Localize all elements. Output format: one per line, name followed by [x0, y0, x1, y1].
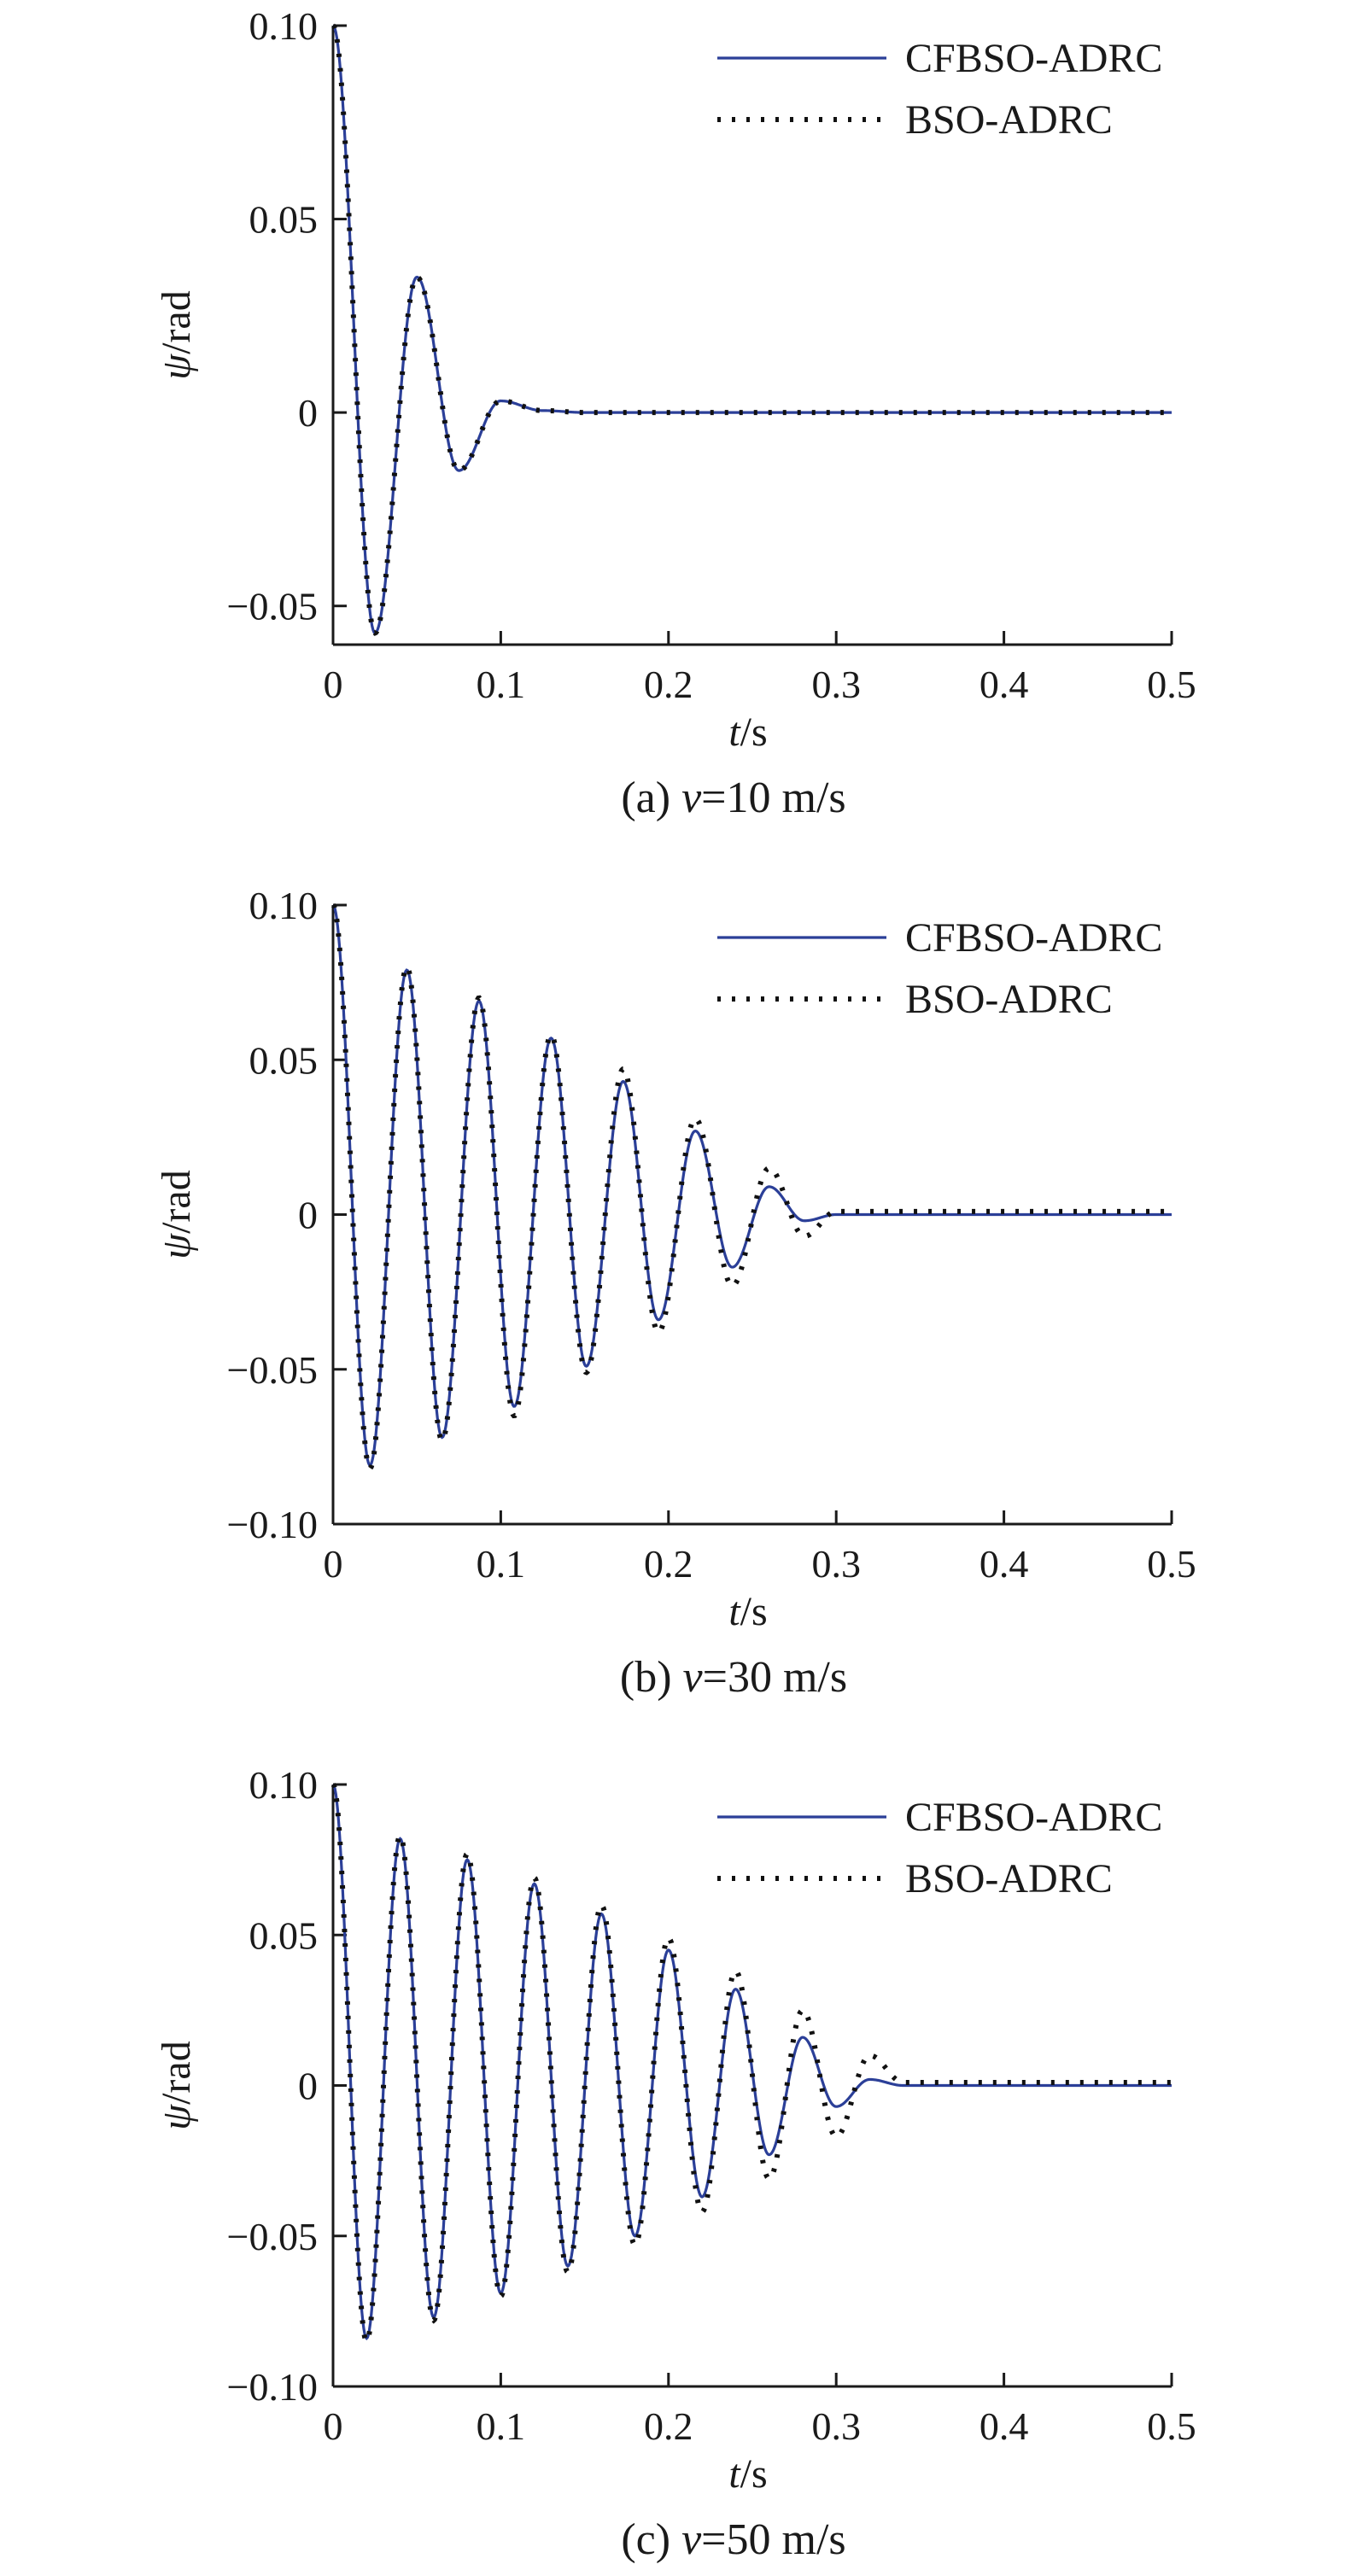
caption-var: v: [683, 1653, 704, 1702]
y-tick-label: 0.10: [249, 4, 319, 48]
x-tick-label: 0.4: [980, 2404, 1029, 2448]
x-axis-label-unit: /s: [740, 710, 768, 755]
y-axis-label-var: ψ: [154, 2104, 199, 2130]
x-axis-label: t/s: [728, 710, 767, 755]
x-axis-label-var: t: [728, 2451, 741, 2497]
x-tick-label: 0.1: [477, 1542, 526, 1586]
x-tick-label: 0: [324, 2404, 343, 2448]
x-tick-label: 0.1: [477, 2404, 526, 2448]
y-axis-label-var: ψ: [154, 1233, 199, 1259]
x-tick-label: 0.2: [644, 663, 693, 706]
y-axis-label: ψ/rad: [154, 290, 199, 379]
chart-panel-a: 0 0.1 0.2 0.3 0.4 0.5−0.0500.050.10t/sψ/rad(a…: [154, 4, 1196, 822]
y-axis-label-unit: /rad: [154, 1170, 199, 1234]
caption-suffix: =50 m/s: [701, 2515, 845, 2564]
series-line-bso-adrc: [330, 902, 1172, 1471]
x-tick-label: 0.5: [1147, 2404, 1196, 2448]
x-tick-label: 0.3: [811, 663, 861, 706]
legend-label: BSO-ADRC: [905, 1856, 1113, 1901]
y-tick-label: −0.10: [227, 1503, 318, 1546]
x-axis-label: t/s: [728, 2451, 767, 2497]
x-tick-label: 0.1: [477, 663, 526, 706]
panel-caption: (a) v=10 m/s: [621, 774, 845, 822]
y-tick-label: −0.05: [227, 1348, 318, 1392]
x-axis-label-var: t: [728, 1589, 741, 1634]
y-tick-label: 0: [298, 391, 318, 435]
series-line-cfbso-adrc: [331, 1783, 1172, 2340]
x-tick-label: 0.3: [811, 1542, 861, 1586]
y-tick-label: −0.10: [227, 2365, 318, 2409]
legend-label: CFBSO-ADRC: [905, 36, 1162, 81]
chart-panel-c: 0 0.1 0.2 0.3 0.4 0.5−0.10−0.0500.050.10t/sψ/…: [154, 1763, 1196, 2564]
x-axis-label-var: t: [728, 710, 741, 755]
x-tick-label: 0.2: [644, 1542, 693, 1586]
x-axis-label-unit: /s: [740, 1589, 768, 1634]
legend-label: CFBSO-ADRC: [905, 1795, 1162, 1840]
caption-suffix: =10 m/s: [701, 774, 845, 822]
x-axis-label-unit: /s: [740, 2451, 768, 2497]
caption-var: v: [681, 774, 702, 822]
x-tick-label: 0.3: [811, 2404, 861, 2448]
caption-suffix: =30 m/s: [703, 1653, 847, 1702]
panel-caption: (b) v=30 m/s: [620, 1653, 847, 1702]
y-tick-label: 0.10: [249, 1763, 319, 1807]
x-tick-label: 0.4: [980, 663, 1029, 706]
y-axis-label-unit: /rad: [154, 2041, 199, 2105]
y-axis-label: ψ/rad: [154, 2041, 199, 2129]
y-tick-label: 0.10: [249, 884, 319, 927]
legend-label: BSO-ADRC: [905, 977, 1113, 1022]
caption-prefix: (b): [620, 1653, 683, 1702]
y-tick-label: 0: [298, 2065, 318, 2108]
legend-label: CFBSO-ADRC: [905, 915, 1162, 961]
x-tick-label: 0: [324, 1542, 343, 1586]
y-axis-label: ψ/rad: [154, 1170, 199, 1259]
legend-label: BSO-ADRC: [905, 97, 1113, 143]
x-tick-label: 0.5: [1147, 663, 1196, 706]
series-line-bso-adrc: [330, 1783, 1172, 2345]
x-tick-label: 0: [324, 663, 343, 706]
y-tick-label: −0.05: [227, 2215, 318, 2258]
y-tick-label: 0.05: [249, 1038, 319, 1082]
caption-prefix: (a): [621, 774, 681, 822]
x-tick-label: 0.5: [1147, 1542, 1196, 1586]
caption-var: v: [681, 2515, 702, 2564]
y-tick-label: 0.05: [249, 198, 319, 242]
series-line-cfbso-adrc: [331, 903, 1172, 1467]
y-tick-label: 0: [298, 1194, 318, 1237]
x-tick-label: 0.4: [980, 1542, 1029, 1586]
x-tick-label: 0.2: [644, 2404, 693, 2448]
y-tick-label: −0.05: [227, 585, 318, 628]
y-axis-label-var: ψ: [154, 353, 199, 380]
panel-caption: (c) v=50 m/s: [621, 2515, 845, 2564]
x-axis-label: t/s: [728, 1589, 767, 1634]
y-tick-label: 0.05: [249, 1913, 319, 1957]
series-line-bso-adrc: [331, 23, 1172, 636]
caption-prefix: (c): [621, 2515, 681, 2564]
y-axis-label-unit: /rad: [154, 290, 199, 354]
chart-panel-b: 0 0.1 0.2 0.3 0.4 0.5−0.10−0.0500.050.10t/sψ/…: [154, 884, 1196, 1702]
